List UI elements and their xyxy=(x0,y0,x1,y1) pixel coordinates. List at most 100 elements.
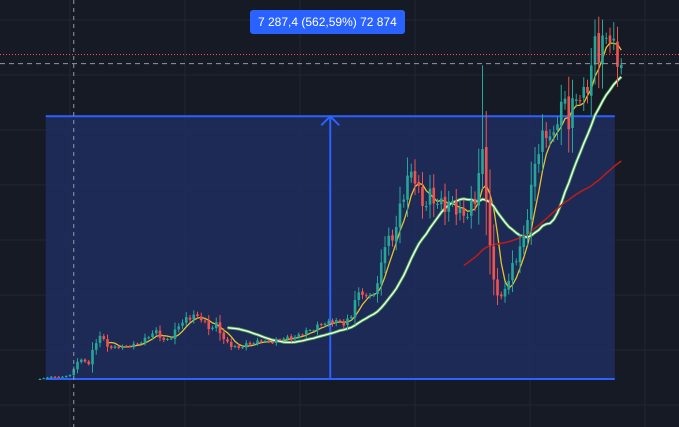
candle-body xyxy=(106,339,109,347)
candle-body xyxy=(46,377,49,379)
candle-body xyxy=(151,333,154,338)
candle-body xyxy=(413,171,417,184)
candle-body xyxy=(143,337,147,344)
candle-body xyxy=(391,235,394,241)
candle-body xyxy=(357,292,361,301)
candle-body xyxy=(136,343,139,345)
candle-body xyxy=(608,35,612,43)
candle-body xyxy=(616,41,619,67)
candle-body xyxy=(196,314,199,316)
candle-body xyxy=(218,322,222,334)
candle-body xyxy=(94,343,98,350)
candle-body xyxy=(38,379,42,380)
candle-body xyxy=(124,345,128,347)
candle-body xyxy=(511,262,514,281)
candle-body xyxy=(162,337,166,340)
candle-body xyxy=(113,346,117,348)
candle-body xyxy=(342,321,346,326)
candle-body xyxy=(619,64,623,69)
candlesticks xyxy=(38,16,623,380)
candle-body xyxy=(496,279,499,296)
candle-body xyxy=(278,339,282,341)
candle-body xyxy=(346,318,349,326)
candle-body xyxy=(68,375,72,377)
candle-body xyxy=(109,346,113,348)
candle-body xyxy=(529,184,533,220)
candle-body xyxy=(458,207,462,213)
candle-body xyxy=(177,326,181,330)
candle-body xyxy=(188,317,192,320)
candle-body xyxy=(319,324,323,326)
candle-body xyxy=(117,346,121,348)
candle-body xyxy=(169,338,173,340)
candle-body xyxy=(79,359,83,362)
candle-body xyxy=(518,246,522,263)
candle-body xyxy=(49,376,53,378)
candle-body xyxy=(297,334,301,338)
candle-body xyxy=(214,322,218,329)
candle-body xyxy=(301,334,304,336)
candle-body xyxy=(132,343,136,348)
candle-body xyxy=(499,294,503,297)
measure-arrow-head xyxy=(320,114,340,126)
candle-body xyxy=(327,320,331,325)
candle-body xyxy=(376,283,379,295)
candle-body xyxy=(173,329,177,339)
candle-body xyxy=(256,340,259,344)
candle-body xyxy=(526,220,529,234)
candle-body xyxy=(601,35,604,65)
candle-body xyxy=(42,378,46,380)
candle-body xyxy=(473,198,477,204)
candle-body xyxy=(61,376,64,378)
candle-body xyxy=(349,316,353,319)
candle-body xyxy=(447,201,451,212)
candle-body xyxy=(541,130,544,152)
candle-body xyxy=(574,99,578,101)
candle-body xyxy=(263,340,267,342)
candle-body xyxy=(409,171,413,178)
candle-body xyxy=(237,345,241,348)
candle-body xyxy=(436,203,439,206)
candle-body xyxy=(102,336,106,339)
candle-body xyxy=(53,376,57,378)
candle-body xyxy=(406,175,409,200)
candle-body xyxy=(271,342,274,344)
candle-body xyxy=(428,188,432,205)
candle-body xyxy=(582,86,586,98)
candle-body xyxy=(222,332,226,340)
candle-body xyxy=(267,340,271,342)
candle-body xyxy=(338,320,342,322)
candle-body xyxy=(488,199,492,246)
candle-body xyxy=(578,100,582,102)
candle-body xyxy=(469,199,473,216)
candle-body xyxy=(184,317,188,323)
candle-body xyxy=(226,339,229,342)
candle-body xyxy=(379,262,383,284)
candle-body xyxy=(424,205,428,208)
measure-tool[interactable] xyxy=(45,114,615,380)
candle-body xyxy=(548,136,552,141)
candle-body xyxy=(331,320,334,324)
candle-body xyxy=(308,330,312,332)
candle-body xyxy=(533,163,537,187)
candle-body xyxy=(154,330,158,334)
candle-body xyxy=(604,37,608,39)
candle-body xyxy=(57,376,61,378)
candle-body xyxy=(507,280,511,290)
candle-body xyxy=(72,369,76,376)
candle-body xyxy=(451,201,454,204)
candle-body xyxy=(64,376,68,378)
candle-body xyxy=(514,261,518,263)
candle-body xyxy=(361,291,364,295)
candle-body xyxy=(353,300,357,318)
candle-body xyxy=(462,208,466,216)
candle-body xyxy=(477,173,481,206)
candle-body xyxy=(387,235,391,247)
candle-body xyxy=(304,330,308,335)
candle-body xyxy=(484,146,488,200)
candle-body xyxy=(522,235,526,248)
candle-body xyxy=(421,187,424,206)
